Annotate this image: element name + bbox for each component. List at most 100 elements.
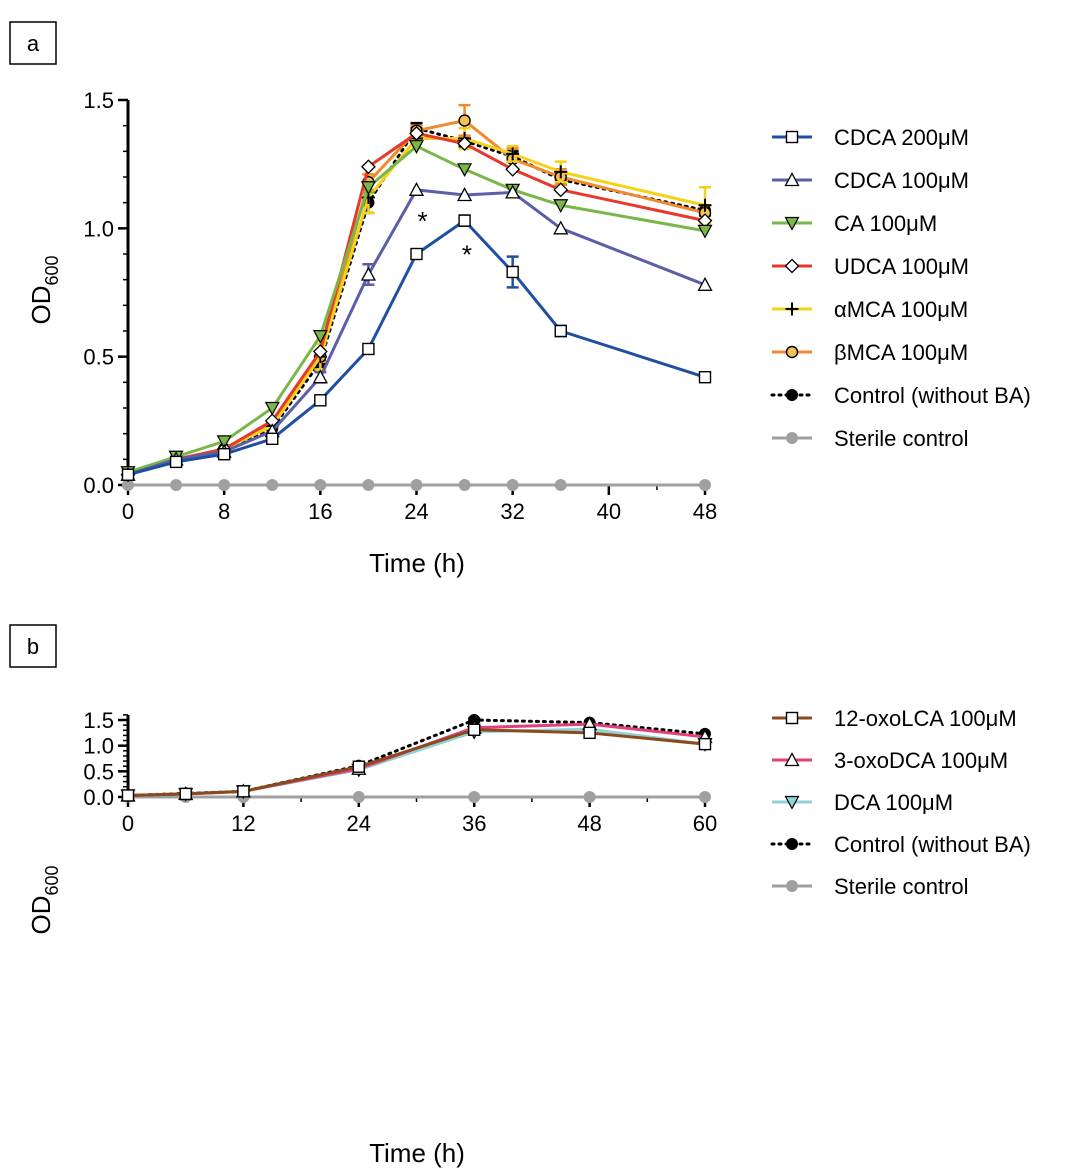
panel-b-label-box — [9, 624, 57, 668]
panel-a-label-box — [9, 21, 57, 65]
y-tick-label: 1.0 — [83, 216, 114, 241]
data-point — [698, 737, 712, 751]
data-point — [352, 791, 365, 803]
data-point — [505, 184, 521, 199]
panel-b-x-title: Time (h) — [369, 1138, 465, 1168]
data-point — [458, 479, 471, 491]
series-line — [127, 728, 706, 797]
data-point — [554, 165, 568, 179]
data-point — [506, 479, 519, 491]
legend-marker — [786, 432, 798, 444]
data-point — [408, 140, 425, 154]
data-point — [314, 394, 327, 407]
data-point — [698, 371, 712, 384]
legend-marker — [786, 880, 798, 892]
legend-item: Sterile control — [772, 426, 969, 451]
legend-item: αMCA 100μM — [772, 297, 968, 322]
x-tick-label: 12 — [231, 811, 255, 836]
legend-marker — [785, 130, 799, 144]
data-point — [506, 147, 520, 161]
series-line — [127, 727, 706, 797]
data-point — [583, 791, 596, 803]
series-1 — [120, 716, 713, 802]
panel-a-label: a — [27, 31, 40, 56]
data-point — [169, 455, 183, 469]
legend-label: Control (without BA) — [834, 383, 1031, 408]
panel-b-legend: 12-oxoLCA 100μM 3-oxoDCA 100μM DCA 100μM Co… — [770, 706, 1031, 899]
panel-b-y-title-main: OD — [26, 896, 56, 935]
panel-a-y-title: OD600 — [26, 255, 62, 324]
data-point — [698, 198, 712, 212]
data-point — [553, 220, 569, 235]
series-0 — [121, 723, 712, 802]
series-6 — [122, 121, 711, 481]
legend-marker — [784, 795, 800, 810]
panel-a-legend: CDCA 200μM CDCA 100μM CA 100μM UDCA 100μM αM… — [770, 125, 1031, 451]
legend-label: UDCA 100μM — [834, 254, 969, 279]
x-tick-label: 32 — [500, 499, 524, 524]
data-point — [121, 789, 135, 802]
legend-label: 12-oxoLCA 100μM — [834, 706, 1017, 731]
legend-item: 3-oxoDCA 100μM — [772, 748, 1008, 773]
x-tick-label: 0 — [122, 499, 134, 524]
legend-item: UDCA 100μM — [772, 254, 969, 279]
data-point — [237, 785, 250, 798]
y-tick-label: 1.5 — [83, 88, 114, 113]
legend-label: Control (without BA) — [834, 832, 1031, 857]
data-point — [362, 342, 375, 356]
series-0 — [121, 214, 712, 481]
significance-annotation: * — [462, 239, 472, 269]
data-point — [266, 432, 279, 445]
panel-a-y-title-main: OD — [26, 286, 56, 325]
legend-label: Sterile control — [834, 874, 969, 899]
data-point — [266, 479, 279, 491]
significance-annotation: * — [417, 206, 427, 236]
y-tick-label: 1.0 — [83, 734, 114, 759]
panel-a-y-axis-title: OD600 — [26, 255, 62, 324]
legend-item: Sterile control — [772, 874, 969, 899]
data-point — [457, 136, 473, 152]
legend-label: 3-oxoDCA 100μM — [834, 748, 1008, 773]
legend-marker — [785, 711, 799, 725]
y-tick-label: 0.5 — [83, 759, 114, 784]
x-tick-label: 16 — [308, 499, 332, 524]
data-point — [553, 182, 569, 198]
legend-item: βMCA 100μM — [772, 340, 968, 365]
data-point — [179, 787, 192, 801]
data-point — [554, 479, 567, 491]
legend-item: CA 100μM — [772, 211, 937, 236]
data-point — [360, 159, 376, 175]
legend-label: βMCA 100μM — [834, 340, 968, 365]
data-point — [553, 199, 569, 213]
data-point — [456, 187, 473, 202]
data-point — [409, 125, 424, 141]
data-point — [458, 214, 471, 227]
panel-a-y-title-sub: 600 — [42, 255, 62, 285]
x-tick-label: 48 — [577, 811, 601, 836]
data-point — [699, 479, 711, 491]
panel-a: a 0.0 0.5 1.0 1.5 0 8 16 24 32 40 48 * * OD600 Time … — [9, 21, 1031, 578]
data-point — [352, 760, 365, 773]
legend-marker — [786, 389, 798, 401]
legend-item: CDCA 200μM — [772, 125, 969, 150]
data-point — [312, 330, 328, 344]
legend-label: αMCA 100μM — [834, 297, 968, 322]
panel-a-plot: 0.0 0.5 1.0 1.5 0 8 16 24 32 40 48 * * — [83, 88, 717, 524]
panel-b-y-axis-title: OD600 — [26, 865, 62, 934]
x-tick-label: 8 — [218, 499, 230, 524]
data-point — [697, 224, 713, 239]
x-tick-label: 40 — [597, 499, 621, 524]
legend-marker — [784, 752, 800, 767]
data-point — [314, 479, 327, 491]
series-3 — [120, 125, 713, 483]
panel-b-plot: 0.00.51.01.5 0 12 24 36 48 60 — [83, 708, 717, 836]
data-point — [458, 114, 471, 127]
legend-item: DCA 100μM — [772, 790, 953, 815]
series-7 — [122, 479, 711, 491]
y-tick-label: 0.0 — [83, 473, 114, 498]
legend-marker — [785, 345, 799, 359]
legend-marker — [784, 216, 800, 231]
legend-label: CDCA 200μM — [834, 125, 969, 150]
data-point — [218, 479, 231, 491]
